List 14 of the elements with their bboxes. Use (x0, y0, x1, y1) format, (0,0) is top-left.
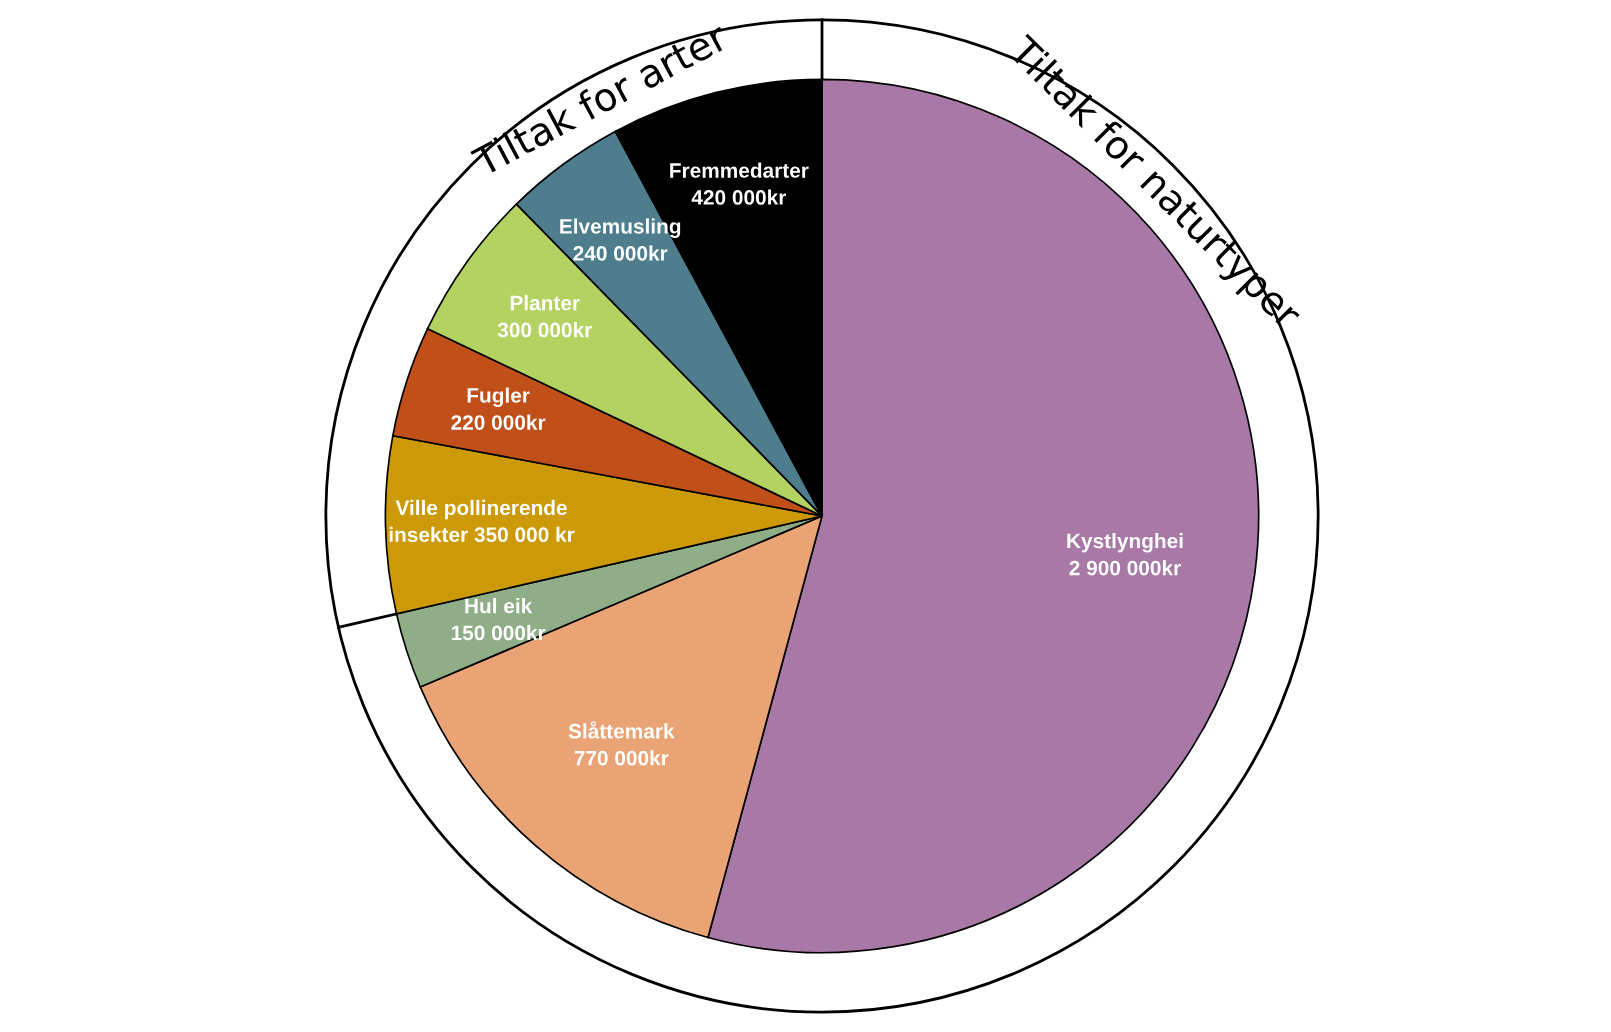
slice-label: Fremmedarter (670, 162, 809, 178)
data-label: 300 000kr (497, 322, 592, 338)
slice-label: Slåttemark (568, 721, 675, 739)
slice-label: Hul eik (465, 598, 533, 614)
slice-label: Ville pollinerende insekter 350 000 kr (389, 499, 575, 543)
data-label: 240 000kr (573, 245, 668, 261)
data-label: 220 000kr (451, 414, 546, 430)
slice-label: Fugler (467, 387, 530, 408)
data-label: 150 000kr (451, 625, 546, 641)
data-label: 420 000kr (691, 189, 787, 205)
data-label: 770 000kr (574, 750, 669, 766)
slice-label: Planter (510, 295, 580, 311)
data-label: 2 900 000kr (1069, 560, 1181, 576)
slice-label: Kystlynghei (1067, 533, 1183, 553)
